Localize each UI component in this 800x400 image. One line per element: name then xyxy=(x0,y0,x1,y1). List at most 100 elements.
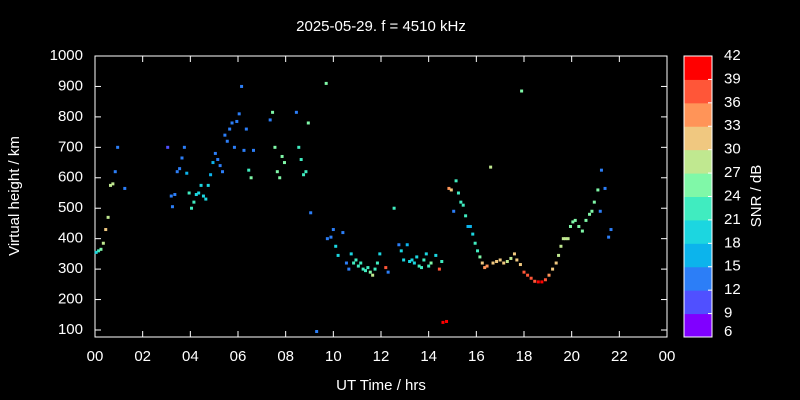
point xyxy=(561,237,565,241)
colorbar-band xyxy=(684,56,712,80)
point xyxy=(559,244,563,248)
colorbar-band xyxy=(684,290,712,315)
point xyxy=(166,145,170,149)
point xyxy=(336,253,340,257)
point xyxy=(489,165,493,169)
point xyxy=(356,264,360,268)
point xyxy=(454,179,458,183)
x-tick-label: 14 xyxy=(420,348,437,365)
point xyxy=(297,145,301,149)
point xyxy=(194,193,198,197)
point xyxy=(408,259,412,263)
point xyxy=(420,266,424,270)
point xyxy=(592,200,596,204)
point xyxy=(247,168,251,172)
x-tick-label: 16 xyxy=(468,348,485,365)
point xyxy=(573,218,577,222)
point xyxy=(101,241,105,245)
point xyxy=(123,186,127,190)
point xyxy=(104,228,108,232)
point xyxy=(325,237,329,241)
point xyxy=(429,261,433,265)
point xyxy=(178,167,182,171)
x-tick-label: 00 xyxy=(87,348,104,365)
colorbar-band xyxy=(684,313,712,338)
colorbar-band xyxy=(684,173,712,197)
point xyxy=(199,183,203,187)
point xyxy=(364,269,368,273)
point xyxy=(359,261,363,265)
point xyxy=(213,151,217,155)
point xyxy=(235,119,239,123)
point xyxy=(201,194,205,198)
point xyxy=(437,267,441,271)
point xyxy=(192,200,196,204)
point xyxy=(512,252,516,256)
x-tick-label: 10 xyxy=(325,348,342,365)
point xyxy=(417,264,421,268)
y-tick-label: 200 xyxy=(58,291,83,308)
colorbar-band xyxy=(684,243,712,268)
point xyxy=(584,218,588,222)
point xyxy=(540,280,544,284)
point xyxy=(113,170,117,174)
point xyxy=(249,176,253,180)
point xyxy=(175,170,179,174)
point xyxy=(449,188,453,192)
point xyxy=(440,259,444,263)
point xyxy=(495,259,499,263)
point xyxy=(334,244,338,248)
colorbar-band xyxy=(684,196,712,221)
point xyxy=(237,112,241,116)
point xyxy=(533,279,537,283)
point xyxy=(571,220,575,224)
point xyxy=(182,145,186,149)
point xyxy=(206,183,210,187)
y-tick-label: 900 xyxy=(58,77,83,94)
colorbar-tick-label: 42 xyxy=(724,47,741,64)
y-tick-label: 400 xyxy=(58,230,83,247)
colorbar-tick-label: 9 xyxy=(724,305,732,322)
point xyxy=(173,193,177,197)
point xyxy=(344,261,348,265)
y-tick-label: 300 xyxy=(58,260,83,277)
point xyxy=(386,270,390,274)
point xyxy=(341,231,345,235)
point xyxy=(459,200,463,204)
point xyxy=(410,258,414,262)
point xyxy=(354,258,358,262)
point xyxy=(598,209,602,213)
point xyxy=(609,228,613,232)
point xyxy=(187,191,191,195)
point xyxy=(294,110,298,114)
point xyxy=(361,267,365,271)
point xyxy=(244,127,248,131)
point xyxy=(190,206,194,210)
point xyxy=(225,139,229,143)
point xyxy=(424,252,428,256)
point xyxy=(306,121,310,125)
point xyxy=(302,173,306,177)
point xyxy=(536,280,540,284)
point xyxy=(271,110,275,114)
point xyxy=(445,319,449,323)
colorbar-tick-label: 21 xyxy=(724,211,741,228)
colorbar-band xyxy=(684,79,712,104)
y-tick-label: 1000 xyxy=(50,47,83,64)
point xyxy=(554,261,558,265)
point xyxy=(441,320,445,324)
point xyxy=(480,261,484,265)
point xyxy=(97,249,101,253)
point xyxy=(564,237,568,241)
point xyxy=(278,176,282,180)
colorbar-tick-label: 15 xyxy=(724,258,741,275)
point xyxy=(99,247,103,251)
point xyxy=(384,266,388,270)
x-tick-label: 06 xyxy=(230,348,247,365)
point xyxy=(402,258,406,262)
point xyxy=(232,145,236,149)
point xyxy=(518,263,522,267)
point xyxy=(464,214,468,218)
point xyxy=(368,270,372,274)
point xyxy=(456,191,460,195)
